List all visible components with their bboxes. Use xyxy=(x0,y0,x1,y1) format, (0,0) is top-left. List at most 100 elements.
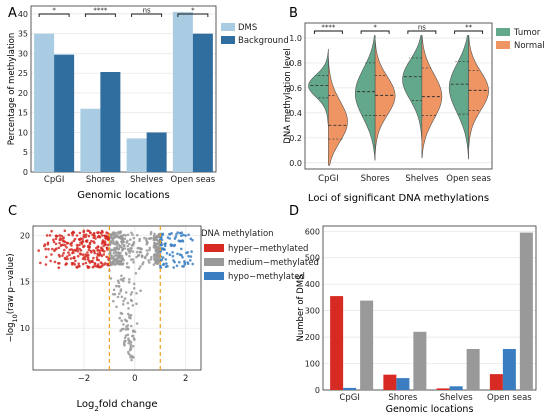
panel-c-point-medium-methylated xyxy=(122,341,126,344)
panel-c-point-medium-methylated xyxy=(137,246,140,250)
panel-c-point-medium-methylated xyxy=(135,292,138,295)
panel-c-point-medium-methylated xyxy=(149,236,153,240)
panel-c-point-medium-methylated xyxy=(111,231,115,234)
panel-b-significance-label: ns xyxy=(418,24,426,32)
panel-c-point-medium-methylated xyxy=(152,244,156,247)
panel-c-point-medium-methylated xyxy=(145,253,148,257)
panel-c-point-hyper-methylated xyxy=(54,237,58,241)
panel-c-point-hypo-methylated xyxy=(163,242,166,246)
panel-c-point-medium-methylated xyxy=(139,265,142,268)
panel-b-violin-normal-cpgi xyxy=(328,57,348,166)
panel-d-bar-hyper-methylated-shelves xyxy=(436,388,450,390)
panel-c-point-hyper-methylated xyxy=(98,251,102,254)
panel-c-point-hypo-methylated xyxy=(172,266,175,269)
panel-c-point-medium-methylated xyxy=(126,248,130,251)
panel-c-point-hyper-methylated xyxy=(91,233,94,237)
panel-c-point-hyper-methylated xyxy=(89,231,92,235)
panel-c-point-medium-methylated xyxy=(128,314,131,318)
panel-c-point-hyper-methylated xyxy=(95,258,99,262)
panel-b-significance-bracket xyxy=(454,30,484,34)
panel-c-point-medium-methylated xyxy=(135,250,139,254)
panel-c-point-medium-methylated xyxy=(128,348,132,352)
panel-c-point-medium-methylated xyxy=(123,336,127,340)
panel-label-d: D xyxy=(289,204,299,219)
panel-b-ytick-label: 0.2 xyxy=(289,134,302,143)
panel-d-xtick-label: Shelves xyxy=(440,393,474,403)
panel-c-point-medium-methylated xyxy=(115,305,118,309)
panel-c-point-medium-methylated xyxy=(118,254,121,257)
panel-b-significance-label: * xyxy=(373,24,377,32)
panel-c-point-medium-methylated xyxy=(127,352,131,356)
panel-c-ytick-label: 20 xyxy=(20,231,30,240)
panel-c-point-medium-methylated xyxy=(154,246,157,249)
panel-c-point-medium-methylated xyxy=(131,250,135,253)
panel-c-ylabel-sub: 10 xyxy=(11,314,19,322)
panel-c-point-hypo-methylated xyxy=(175,233,178,236)
panel-c-point-hyper-methylated xyxy=(103,263,106,266)
panel-a-legend-swatch-background xyxy=(221,36,235,44)
panel-c-point-hypo-methylated xyxy=(168,233,172,236)
panel-c-point-hypo-methylated xyxy=(189,259,192,262)
panel-c-point-hyper-methylated xyxy=(82,235,85,239)
panel-c-ytick-label: 15 xyxy=(20,278,30,287)
panel-c-point-hyper-methylated xyxy=(84,235,87,239)
panel-a-bar-dms-cpgi xyxy=(34,33,55,172)
panel-a-ytick-label: 35 xyxy=(18,30,28,39)
panel-c-point-medium-methylated xyxy=(131,334,135,338)
panel-c-point-hyper-methylated xyxy=(70,231,74,235)
panel-c-point-hypo-methylated xyxy=(168,253,172,256)
panel-c-ylabel-prefix: −log xyxy=(6,322,16,342)
panel-d-bar-hypo-methylated-cpgi xyxy=(343,387,357,390)
panel-c-point-medium-methylated xyxy=(132,330,135,333)
panel-c-point-hyper-methylated xyxy=(106,243,110,247)
panel-c-point-hyper-methylated xyxy=(74,259,77,263)
panel-c-point-hyper-methylated xyxy=(76,246,79,249)
panel-c-point-medium-methylated xyxy=(123,344,126,347)
panel-c-point-medium-methylated xyxy=(131,304,135,307)
panel-c-point-hyper-methylated xyxy=(105,231,108,234)
panel-c-point-hyper-methylated xyxy=(62,251,65,255)
panel-b-violin-normal-open-seas xyxy=(468,35,489,150)
panel-c-point-hyper-methylated xyxy=(57,246,61,250)
panel-c-point-hypo-methylated xyxy=(171,251,174,254)
panel-c-point-medium-methylated xyxy=(148,261,151,264)
panel-c-point-hypo-methylated xyxy=(187,233,190,237)
panel-c-point-medium-methylated xyxy=(145,237,148,241)
panel-c-point-hyper-methylated xyxy=(107,258,110,261)
panel-c-point-hyper-methylated xyxy=(71,249,75,252)
panel-c-point-hypo-methylated xyxy=(183,261,186,264)
panel-c-point-hyper-methylated xyxy=(86,251,89,254)
panel-c-point-medium-methylated xyxy=(127,339,130,342)
panel-c-point-medium-methylated xyxy=(122,240,126,243)
panel-c-point-hyper-methylated xyxy=(44,263,48,266)
panel-c-point-medium-methylated xyxy=(154,237,157,241)
panel-label-a: A xyxy=(8,6,17,21)
panel-c-point-hyper-methylated xyxy=(68,248,72,252)
panel-b-ytick-label: 0.4 xyxy=(289,109,302,118)
panel-c-point-hyper-methylated xyxy=(93,249,96,253)
panel-a-ytick-label: 10 xyxy=(18,128,28,137)
panel-c-point-hyper-methylated xyxy=(52,240,56,244)
panel-c-point-medium-methylated xyxy=(115,259,118,262)
panel-a-significance-bracket xyxy=(131,13,163,17)
panel-c-point-hyper-methylated xyxy=(84,233,88,236)
panel-c-point-hypo-methylated xyxy=(182,233,185,237)
panel-c-point-medium-methylated xyxy=(118,262,121,265)
panel-c-legend-label: hyper−methylated xyxy=(228,244,308,254)
panel-a-ytick-label: 20 xyxy=(18,89,28,98)
panel-c-point-medium-methylated xyxy=(117,243,121,247)
panel-c-point-hyper-methylated xyxy=(91,259,94,263)
panel-c-point-hyper-methylated xyxy=(57,266,61,270)
panel-c-point-hyper-methylated xyxy=(53,249,56,253)
panel-c-point-medium-methylated xyxy=(149,258,153,261)
panel-c-point-hyper-methylated xyxy=(49,259,52,263)
panel-a-bar-background-cpgi xyxy=(54,54,75,172)
panel-a-ytick-label: 0 xyxy=(23,168,28,177)
panel-c-point-hyper-methylated xyxy=(65,255,69,258)
panel-c-point-medium-methylated xyxy=(132,260,135,264)
panel-c-point-hyper-methylated xyxy=(39,261,42,265)
panel-c-point-medium-methylated xyxy=(109,261,113,264)
panel-c-point-hypo-methylated xyxy=(176,231,179,234)
panel-c-point-hyper-methylated xyxy=(99,231,103,235)
